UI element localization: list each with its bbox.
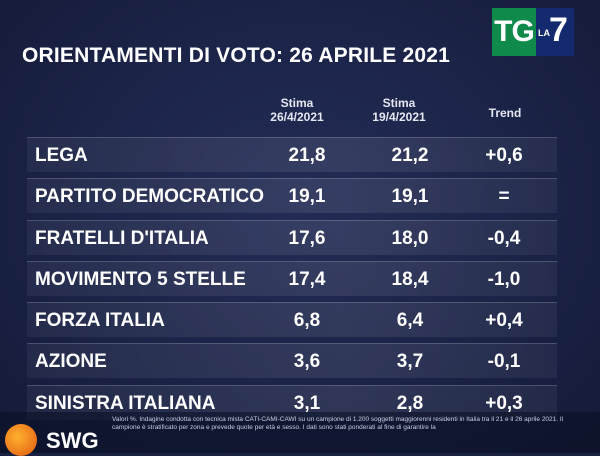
previous-value: 6,4: [396, 310, 424, 332]
tg-la7-logo: TG LA 7: [492, 8, 574, 56]
previous-value: 2,8: [396, 392, 424, 414]
party-name: FORZA ITALIA: [35, 310, 165, 332]
methodology-note: Valori %. Indagine condotta con tecnica …: [112, 416, 564, 431]
current-value: 17,6: [288, 227, 326, 249]
trend-value: +0,4: [485, 310, 523, 332]
trend-value: =: [498, 186, 510, 208]
table-row: FRATELLI D'ITALIA 17,6 18,0 -0,4: [27, 219, 557, 255]
previous-value: 18,0: [391, 227, 429, 249]
table-row: LEGA 21,8 21,2 +0,6: [27, 137, 557, 172]
current-value: 3,1: [293, 392, 321, 414]
poll-table: LEGA 21,8 21,2 +0,6 PARTITO DEMOCRATICO …: [27, 137, 557, 426]
previous-value: 18,4: [391, 268, 429, 290]
current-value: 21,8: [288, 145, 326, 166]
party-name: MOVIMENTO 5 STELLE: [35, 268, 246, 290]
trend-value: -0,1: [487, 351, 521, 373]
current-value: 3,6: [293, 351, 321, 373]
party-name: PARTITO DEMOCRATICO: [35, 186, 265, 208]
current-value: 6,8: [293, 310, 321, 332]
footer-bar: [0, 412, 600, 453]
header-trend: Trend: [488, 106, 522, 120]
logo-seven: 7: [549, 11, 568, 49]
party-name: SINISTRA ITALIANA: [35, 392, 216, 414]
previous-value: 19,1: [391, 186, 429, 208]
trend-value: -0,4: [487, 227, 521, 249]
previous-value: 3,7: [396, 351, 424, 373]
header-previous-estimate: Stima 19/4/2021: [372, 96, 426, 124]
trend-value: +0,6: [485, 145, 523, 166]
table-row: AZIONE 3,6 3,7 -0,1: [27, 343, 557, 379]
swg-logo-text: SWG: [46, 428, 99, 453]
logo-la: LA: [538, 28, 550, 38]
party-name: LEGA: [35, 145, 88, 166]
current-value: 17,4: [288, 268, 326, 290]
party-name: AZIONE: [35, 351, 107, 373]
logo-tg: TG: [492, 8, 536, 56]
header-current-estimate: Stima 26/4/2021: [270, 96, 324, 124]
trend-value: +0,3: [485, 392, 523, 414]
previous-value: 21,2: [391, 145, 429, 166]
table-row: FORZA ITALIA 6,8 6,4 +0,4: [27, 302, 557, 338]
page-title: ORIENTAMENTI DI VOTO: 26 APRILE 2021: [22, 44, 451, 67]
table-row: PARTITO DEMOCRATICO 19,1 19,1 =: [27, 178, 557, 214]
table-row: MOVIMENTO 5 STELLE 17,4 18,4 -1,0: [27, 260, 557, 296]
party-name: FRATELLI D'ITALIA: [35, 227, 209, 249]
logo-la7: LA 7: [536, 8, 574, 56]
swg-logo-icon: [5, 424, 37, 456]
current-value: 19,1: [288, 186, 326, 208]
trend-value: -1,0: [487, 268, 521, 290]
